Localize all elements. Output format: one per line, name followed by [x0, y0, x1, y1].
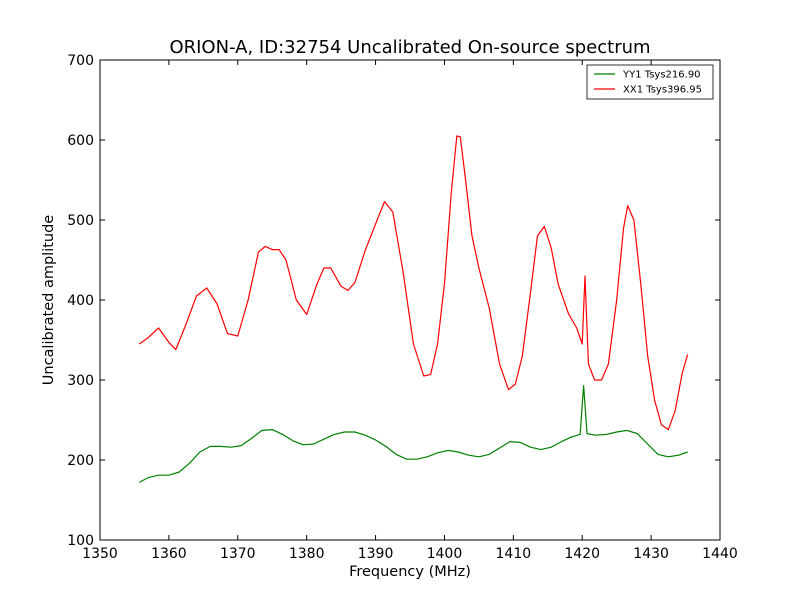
y-tick-label: 300: [67, 373, 94, 389]
x-axis: 1350 1360 1370 1380 1390 1400 1410 1420 1430 1440: [82, 60, 738, 562]
series-line-yy1: [138, 385, 688, 483]
y-tick-label: 500: [67, 213, 94, 229]
x-tick-label: 1420: [564, 546, 600, 562]
y-tick-label: 100: [67, 533, 94, 549]
x-tick-label: 1430: [633, 546, 669, 562]
legend-label-yy1: YY1 Tsys216.90: [622, 70, 701, 81]
y-tick-label: 700: [67, 53, 94, 69]
series-line-xx1: [138, 135, 689, 431]
x-tick-label: 1410: [496, 546, 532, 562]
y-tick-label: 400: [67, 293, 94, 309]
plot-area: [100, 60, 720, 540]
x-tick-label: 1440: [702, 546, 738, 562]
y-axis-label: Uncalibrated amplitude: [41, 215, 57, 386]
y-axis: 100 200 300 400 500 600 700: [67, 53, 720, 549]
legend-box: [586, 64, 714, 100]
x-tick-label: 1380: [289, 546, 325, 562]
chart-title: ORION-A, ID:32754 Uncalibrated On-source…: [169, 37, 650, 58]
legend-label-xx1: XX1 Tsys396.95: [623, 85, 702, 96]
legend: YY1 Tsys216.90 XX1 Tsys396.95: [586, 64, 714, 100]
x-tick-label: 1350: [82, 546, 118, 562]
x-tick-label: 1360: [151, 546, 187, 562]
x-tick-label: 1400: [427, 546, 463, 562]
y-tick-label: 200: [67, 453, 94, 469]
series-layer: [138, 135, 689, 483]
y-tick-label: 600: [67, 133, 94, 149]
x-tick-label: 1370: [220, 546, 256, 562]
x-axis-label: Frequency (MHz): [349, 564, 471, 580]
x-tick-label: 1390: [358, 546, 394, 562]
